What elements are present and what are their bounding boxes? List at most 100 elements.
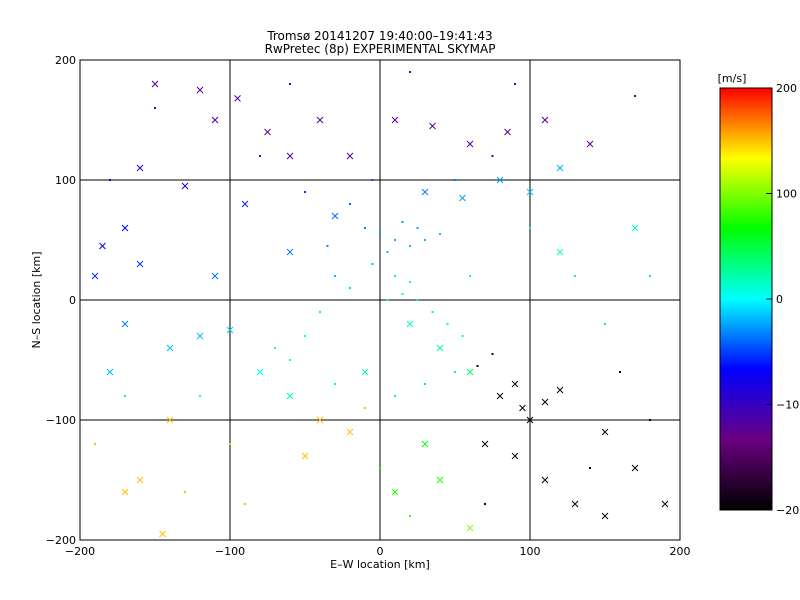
data-point-cross (136, 164, 144, 172)
data-point-cross (226, 326, 234, 334)
data-point-cross (361, 368, 369, 376)
data-point-cross (541, 398, 549, 406)
data-point-cross (601, 512, 609, 520)
data-point-cross (661, 500, 669, 508)
data-point-cross (241, 200, 249, 208)
data-point-dot (349, 203, 351, 205)
data-point-dot (259, 155, 261, 157)
data-point-cross (541, 116, 549, 124)
data-point-dot (446, 323, 449, 325)
data-point-dot (289, 359, 291, 361)
chart-subtitle: RwPretec (8p) EXPERIMENTAL SKYMAP (265, 42, 496, 56)
grid-lines (80, 60, 680, 540)
data-point-cross (316, 116, 324, 124)
data-point-cross (466, 368, 474, 376)
data-point-dot (454, 371, 456, 373)
colorbar-gradient (719, 87, 773, 511)
data-point-dot (124, 395, 126, 397)
data-point-dot (386, 251, 389, 253)
data-point-cross (121, 320, 129, 328)
data-point-cross (346, 152, 354, 160)
data-point-dot (649, 275, 651, 277)
data-point-dot (334, 383, 336, 385)
data-point-dot (244, 503, 246, 505)
data-point-cross (511, 452, 519, 460)
data-point-dot (394, 275, 396, 277)
data-point-cross (541, 476, 549, 484)
x-tick-label: 0 (377, 545, 384, 558)
data-point-dot (416, 299, 419, 301)
data-point-cross (421, 440, 429, 448)
data-point-cross (556, 164, 564, 172)
data-point-dot (379, 467, 381, 469)
data-point-cross (526, 188, 534, 196)
data-point-dot (229, 443, 231, 445)
data-point-dot (109, 179, 111, 181)
data-point-cross (159, 530, 166, 538)
data-point-dot (371, 263, 374, 265)
y-tick-label: −100 (46, 414, 76, 427)
y-axis-ticks: −200 −100 0 100 200 (46, 54, 86, 547)
data-point-cross (286, 248, 294, 256)
data-point-dot (416, 227, 419, 229)
data-point-dot (424, 383, 426, 385)
colorbar-tick-label: 0 (776, 293, 783, 306)
data-point-cross (429, 122, 436, 130)
data-point-cross (631, 464, 639, 472)
data-point-dot (364, 227, 366, 229)
data-point-cross (121, 224, 129, 232)
data-point-cross (459, 194, 466, 202)
data-point-cross (526, 416, 534, 424)
data-points (91, 71, 669, 538)
data-point-dot (529, 227, 531, 229)
data-point-dot (409, 71, 411, 73)
x-tick-label: 200 (670, 545, 691, 558)
data-point-dot (401, 293, 404, 295)
data-point-cross (466, 524, 474, 532)
data-point-cross (331, 212, 339, 220)
data-point-cross (391, 488, 399, 496)
data-point-cross (136, 476, 144, 484)
data-point-cross (436, 476, 444, 484)
data-point-cross (406, 320, 414, 328)
data-point-cross (316, 416, 324, 424)
colorbar-ticks: 200 100 0 −100 −200 (766, 82, 800, 517)
data-point-cross (481, 440, 489, 448)
data-point-cross (571, 500, 579, 508)
data-point-cross (504, 128, 511, 136)
data-point-dot (409, 281, 411, 283)
data-point-cross (346, 428, 354, 436)
data-point-cross (121, 488, 129, 496)
data-point-cross (211, 116, 219, 124)
data-point-dot (304, 335, 306, 337)
chart-title: Tromsø 20141207 19:40:00–19:41:43 (266, 29, 492, 43)
data-point-cross (586, 140, 594, 148)
data-point-dot (394, 239, 396, 241)
data-point-cross (631, 224, 639, 232)
x-tick-label: −200 (65, 545, 95, 558)
y-axis-label: N–S location [km] (30, 251, 43, 348)
data-point-cross (496, 392, 504, 400)
y-tick-label: 200 (55, 54, 76, 67)
data-point-dot (289, 83, 291, 85)
data-point-cross (181, 182, 189, 190)
data-point-cross (264, 128, 271, 136)
data-point-dot (319, 311, 321, 313)
data-point-dot (469, 275, 471, 277)
data-point-dot (484, 503, 486, 505)
data-point-dot (409, 245, 411, 247)
data-point-dot (154, 107, 156, 109)
data-point-cross (556, 386, 564, 394)
data-point-cross (91, 272, 99, 280)
data-point-dot (604, 323, 606, 325)
data-point-dot (491, 353, 494, 355)
data-point-cross (286, 392, 294, 400)
data-point-cross (166, 344, 174, 352)
data-point-dot (371, 179, 374, 181)
data-point-cross (496, 176, 504, 184)
x-axis-ticks: −200 −100 0 100 200 (65, 534, 691, 558)
colorbar-tick-label: −200 (776, 504, 800, 517)
data-point-cross (519, 404, 526, 412)
colorbar-tick-label: 200 (776, 82, 797, 95)
x-tick-label: 100 (520, 545, 541, 558)
